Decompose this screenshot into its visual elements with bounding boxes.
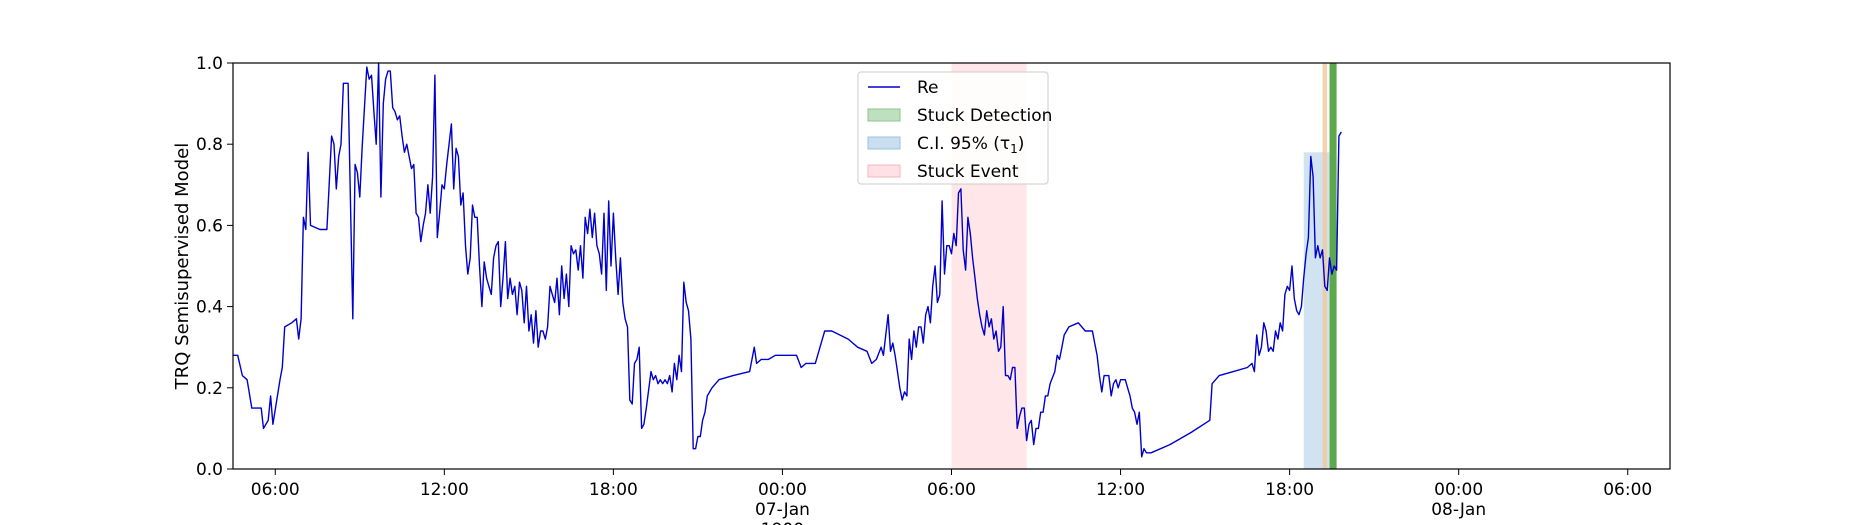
band-2 [1329,63,1337,469]
legend-label-2: C.I. 95% (τ1) [917,134,1024,156]
x-axis: 06:0012:0018:0000:0007-Jan190006:0012:00… [251,469,1652,525]
legend-swatch-3 [867,164,901,178]
legend-swatch-2 [867,136,901,150]
x-tick-year-3: 1900 [761,520,804,525]
legend-label-1: Stuck Detection [917,106,1052,126]
series-line-0 [233,62,1342,458]
legend-swatch-1 [867,108,901,122]
x-tick-label-4: 06:00 [927,480,976,500]
x-tick-date-3: 07-Jan [755,500,810,520]
x-tick-label-3: 00:00 [758,480,807,500]
y-axis-label: TRQ Semisupervised Model [172,143,193,390]
y-tick-label-2: 0.4 [196,298,223,318]
y-axis: 0.0 0.2 0.4 0.6 0.8 1.0 [196,54,233,480]
y-tick-label-4: 0.8 [196,135,223,155]
y-tick-label-5: 1.0 [196,54,223,74]
y-tick-label-0: 0.0 [196,460,223,480]
series-layer [233,62,1342,458]
legend-box [857,71,1049,185]
x-tick-label-8: 06:00 [1603,480,1652,500]
x-tick-label-1: 12:00 [420,480,469,500]
x-tick-label-6: 18:00 [1265,480,1314,500]
x-tick-label-7: 00:00 [1434,480,1483,500]
band-3 [1322,63,1328,469]
x-tick-date-7: 08-Jan [1431,500,1486,520]
y-tick-label-1: 0.2 [196,379,223,399]
y-tick-label-3: 0.6 [196,216,223,236]
x-tick-label-5: 12:00 [1096,480,1145,500]
legend: Re Stuck Detection C.I. 95% (τ1) Stuck Even… [857,71,1052,185]
legend-label-0: Re [917,78,939,98]
x-tick-label-2: 18:00 [589,480,638,500]
x-tick-label-0: 06:00 [251,480,300,500]
legend-label-3: Stuck Event [917,162,1019,182]
